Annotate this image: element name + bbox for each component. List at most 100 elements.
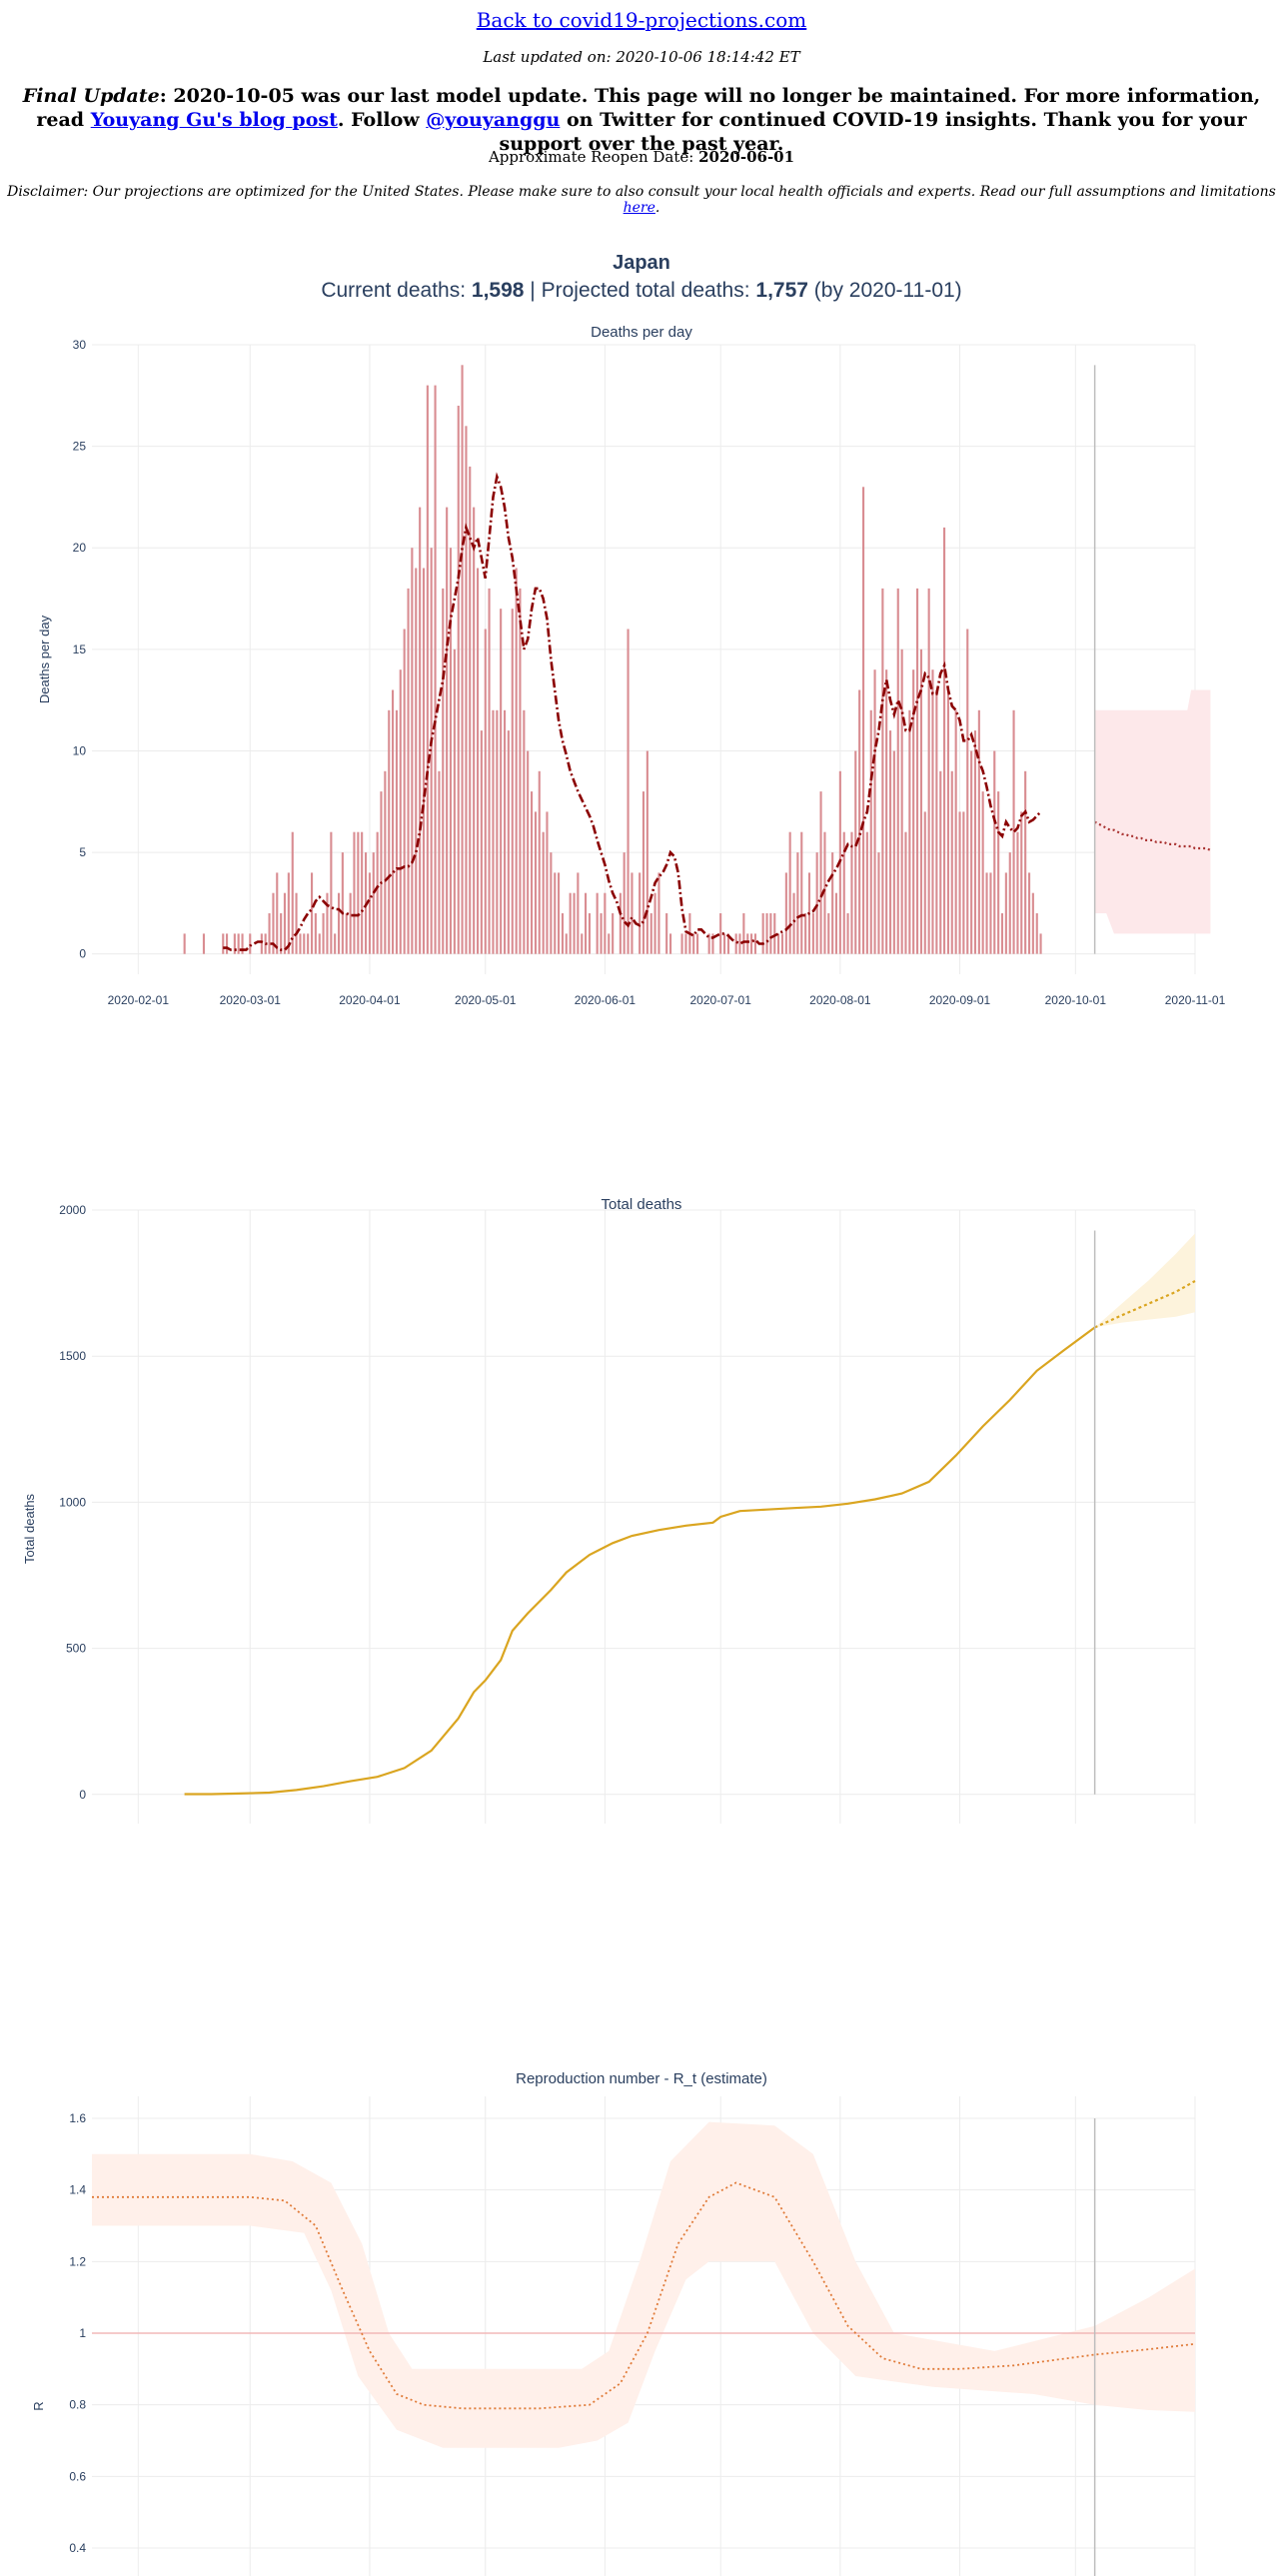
daily-death-bar bbox=[283, 892, 287, 954]
daily-death-bar bbox=[973, 730, 977, 954]
daily-death-bar bbox=[260, 933, 263, 954]
reopen-value: 2020-06-01 bbox=[698, 148, 795, 166]
limitations-link[interactable]: here bbox=[623, 200, 655, 216]
daily-x-tick-label: 2020-04-01 bbox=[339, 993, 401, 1007]
daily-x-tick-label: 2020-08-01 bbox=[809, 993, 871, 1007]
daily-death-bar bbox=[970, 750, 973, 954]
daily-death-bar bbox=[330, 831, 333, 954]
daily-death-bar bbox=[900, 648, 903, 954]
blog-post-link[interactable]: Youyang Gu's blog post bbox=[90, 109, 338, 131]
total-y-tick-label: 1000 bbox=[59, 1495, 86, 1509]
daily-x-tick-label: 2020-06-01 bbox=[575, 993, 637, 1007]
daily-death-bar bbox=[438, 770, 441, 954]
follow-suffix: on Twitter for continued COVID-19 insigh… bbox=[499, 109, 1247, 155]
daily-death-bar bbox=[892, 750, 895, 954]
summary-separator: | bbox=[524, 279, 542, 302]
daily-death-bar bbox=[723, 933, 726, 954]
daily-death-bar bbox=[519, 588, 522, 954]
daily-x-ticks: 2020-02-01 2020-03-01 2020-04-01 2020-05-01… bbox=[108, 993, 1226, 1007]
daily-death-bar bbox=[946, 689, 950, 954]
daily-y-tick-label: 0 bbox=[79, 947, 86, 961]
daily-death-bar bbox=[993, 750, 996, 954]
daily-death-bar bbox=[623, 852, 626, 954]
daily-death-bar bbox=[873, 669, 876, 954]
daily-y-ticks: 0 5 10 15 20 25 30 bbox=[73, 338, 87, 961]
r-y-tick-label: 0.4 bbox=[69, 2541, 86, 2555]
daily-y-tick-label: 10 bbox=[73, 743, 87, 757]
daily-death-bar bbox=[958, 811, 961, 954]
disclaimer: Disclaimer: Our projections are optimize… bbox=[0, 184, 1283, 216]
daily-death-bar bbox=[546, 811, 549, 954]
daily-death-bar bbox=[341, 852, 344, 954]
daily-death-bar bbox=[796, 852, 799, 954]
daily-death-bar bbox=[399, 669, 402, 954]
daily-death-bar bbox=[831, 852, 834, 954]
daily-death-bar bbox=[692, 933, 695, 954]
back-link[interactable]: Back to covid19-projections.com bbox=[476, 8, 807, 32]
daily-death-bar bbox=[1016, 831, 1019, 954]
daily-death-bar bbox=[923, 811, 926, 954]
daily-death-bar bbox=[885, 669, 888, 954]
daily-death-bar bbox=[334, 933, 337, 954]
daily-death-bar bbox=[531, 791, 534, 954]
daily-death-bar bbox=[916, 588, 919, 954]
r-y-tick-label: 1.2 bbox=[69, 2254, 86, 2268]
daily-y-tick-label: 15 bbox=[73, 643, 87, 656]
daily-death-bar bbox=[249, 933, 252, 954]
death-summary: Current deaths: 1,598 | Projected total … bbox=[0, 279, 1283, 303]
daily-death-bar bbox=[742, 913, 745, 954]
daily-death-bar bbox=[561, 913, 565, 954]
daily-death-bar bbox=[511, 609, 514, 954]
daily-death-bar bbox=[504, 709, 507, 954]
total-deaths-line bbox=[184, 1326, 1096, 1796]
daily-death-bar bbox=[357, 831, 360, 954]
daily-death-bar bbox=[815, 852, 818, 954]
daily-death-bar bbox=[415, 568, 418, 954]
daily-death-bar bbox=[738, 933, 741, 954]
daily-death-bar bbox=[446, 507, 449, 954]
total-y-tick-label: 2000 bbox=[59, 1203, 86, 1217]
daily-deaths-chart: Deaths per day Deaths per day 0 5 10 15 20 25… bbox=[37, 324, 1226, 1007]
daily-projection-band-area bbox=[1094, 689, 1211, 934]
final-update-label: Final Update bbox=[22, 85, 160, 107]
daily-death-bar bbox=[457, 406, 460, 954]
r-lines bbox=[92, 2118, 1196, 2576]
reopen-date: Approximate Reopen Date: 2020-06-01 bbox=[0, 148, 1283, 166]
daily-death-bar bbox=[550, 852, 553, 954]
daily-death-bar bbox=[931, 669, 934, 954]
daily-death-bar bbox=[997, 791, 1000, 954]
daily-death-bar bbox=[645, 750, 648, 954]
daily-death-bar bbox=[465, 426, 468, 954]
daily-x-tick-label: 2020-10-01 bbox=[1045, 993, 1107, 1007]
current-deaths-value: 1,598 bbox=[471, 279, 525, 302]
daily-death-bar bbox=[280, 913, 283, 954]
daily-death-bar bbox=[233, 933, 236, 954]
daily-death-bar bbox=[569, 892, 572, 954]
daily-death-bar bbox=[368, 872, 372, 954]
final-update-text: : 2020-10-05 was our last model update. … bbox=[36, 85, 1261, 131]
daily-death-bar bbox=[707, 933, 710, 954]
daily-death-bar bbox=[1035, 913, 1038, 954]
daily-death-bar bbox=[388, 709, 391, 954]
daily-death-bar bbox=[627, 629, 630, 954]
daily-death-bar bbox=[1039, 933, 1042, 954]
twitter-link[interactable]: @youyanggu bbox=[426, 109, 561, 131]
daily-death-bar bbox=[581, 933, 584, 954]
daily-death-bar bbox=[484, 629, 487, 954]
daily-death-bar bbox=[881, 588, 884, 954]
daily-death-bar bbox=[1008, 852, 1011, 954]
daily-death-bar bbox=[943, 527, 946, 954]
daily-death-bar bbox=[734, 933, 737, 954]
daily-death-bar bbox=[619, 892, 622, 954]
daily-death-bar bbox=[573, 892, 576, 954]
total-chart-title: Total deaths bbox=[602, 1196, 682, 1213]
daily-death-bar bbox=[642, 791, 645, 954]
daily-death-bar bbox=[307, 933, 310, 954]
daily-death-bar bbox=[1004, 872, 1007, 954]
r-y-tick-label: 1.4 bbox=[69, 2183, 86, 2197]
daily-death-bar bbox=[453, 648, 456, 954]
daily-death-bar bbox=[823, 831, 826, 954]
daily-death-bar bbox=[1028, 872, 1031, 954]
daily-projection-band bbox=[1094, 689, 1211, 934]
daily-death-bar bbox=[711, 933, 714, 954]
